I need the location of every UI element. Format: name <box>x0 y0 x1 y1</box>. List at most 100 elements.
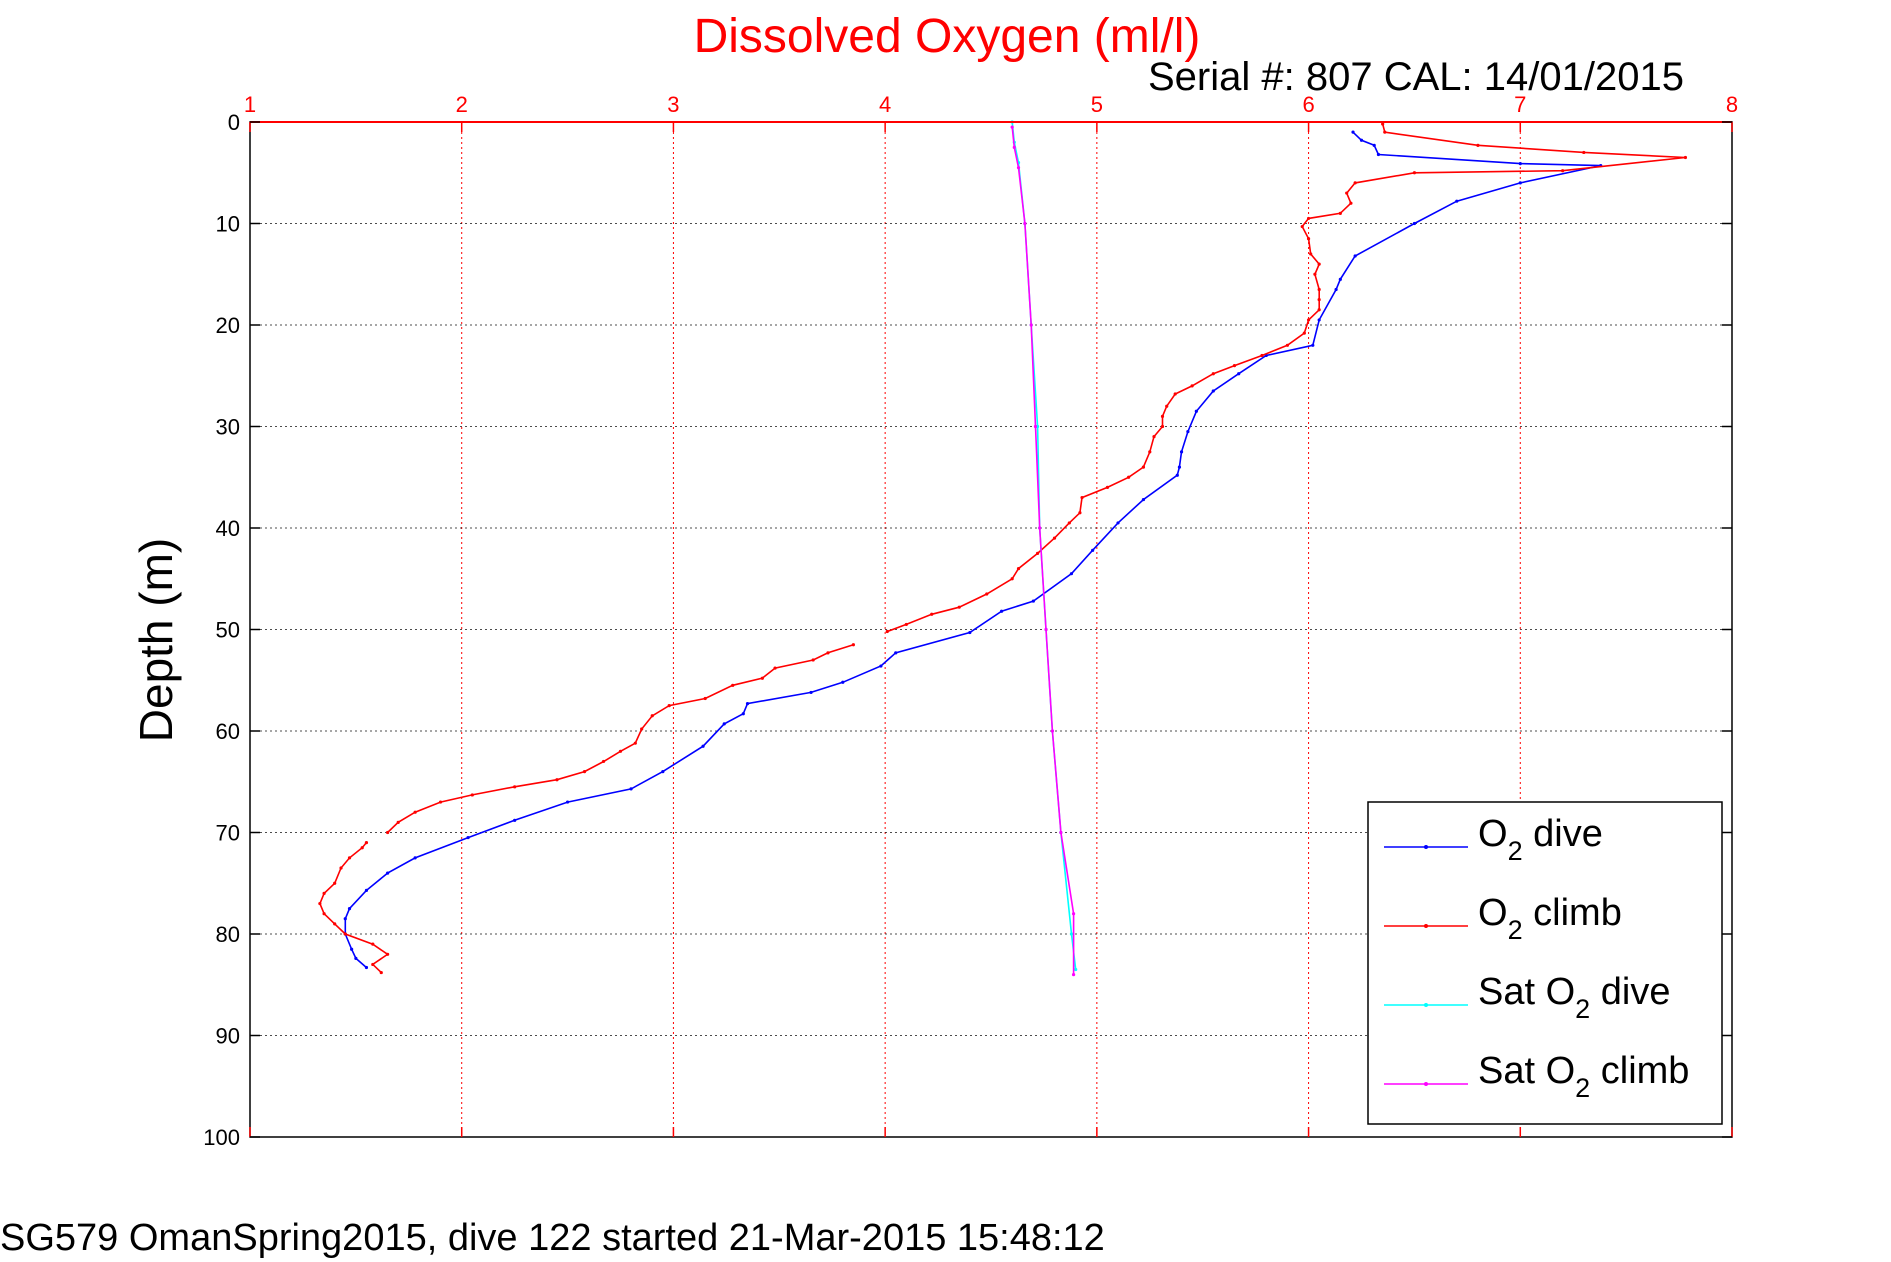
data-point <box>364 965 369 970</box>
data-point <box>371 942 375 946</box>
data-point <box>879 664 883 668</box>
data-point <box>1232 364 1237 368</box>
data-point <box>760 676 764 680</box>
data-point <box>731 683 735 687</box>
data-point <box>1383 130 1387 134</box>
data-point <box>811 658 815 662</box>
data-point <box>633 741 637 745</box>
data-point <box>343 932 347 936</box>
series-line <box>1011 121 1077 970</box>
data-point <box>513 818 517 822</box>
data-point <box>1173 392 1177 396</box>
data-point <box>650 714 654 718</box>
y-tick-label: 100 <box>203 1125 240 1150</box>
x-axis-ticks: 1 2 3 4 5 6 7 8 <box>244 92 1738 1137</box>
legend-item: Sat O2 dive <box>1384 971 1670 1024</box>
chart-footer: SG579 OmanSpring2015, dive 122 started 2… <box>0 1217 1105 1259</box>
data-point <box>1349 201 1353 205</box>
y-axis-ticks: 0 10 20 30 40 50 60 70 80 90 100 <box>203 110 1732 1150</box>
legend-label: Sat O2 dive <box>1478 971 1670 1024</box>
y-tick-label: 30 <box>216 415 240 440</box>
data-point <box>601 759 606 764</box>
data-point <box>1186 429 1190 434</box>
data-point <box>1683 155 1688 160</box>
data-point <box>618 749 623 753</box>
data-point <box>350 947 354 951</box>
data-point <box>1165 404 1169 408</box>
data-point <box>722 722 726 726</box>
data-point <box>1317 262 1321 266</box>
data-point <box>1071 912 1076 916</box>
legend: O2 dive O2 climb Sat O2 dive Sat O2 climb <box>1367 801 1723 1125</box>
data-point <box>1317 308 1321 312</box>
chart-title: Dissolved Oxygen (ml/l) <box>694 10 1201 63</box>
data-point <box>1148 450 1152 454</box>
data-point <box>957 605 961 609</box>
data-point <box>1152 435 1156 439</box>
legend-box <box>1367 801 1723 1125</box>
data-point <box>347 907 352 911</box>
data-point <box>1334 287 1338 292</box>
data-point <box>1372 143 1376 147</box>
data-point <box>360 846 364 850</box>
data-point <box>386 830 390 835</box>
data-point <box>1044 627 1048 632</box>
data-point <box>1071 973 1076 977</box>
data-point <box>968 630 972 635</box>
data-point <box>1177 465 1182 469</box>
data-point <box>1518 181 1522 185</box>
x-tick-label: 3 <box>667 92 679 117</box>
data-point <box>1412 221 1417 226</box>
data-point <box>1317 287 1321 292</box>
y-axis-label: Depth (m) <box>130 538 182 742</box>
data-point <box>466 835 470 840</box>
data-point <box>1023 221 1027 226</box>
data-point <box>1302 331 1306 335</box>
data-point <box>1141 465 1146 469</box>
x-tick-label: 2 <box>456 92 468 117</box>
data-point <box>904 622 908 627</box>
data-point <box>1029 323 1033 327</box>
y-tick-label: 20 <box>216 313 240 338</box>
data-point <box>555 778 559 782</box>
data-point <box>1141 497 1146 502</box>
data-point <box>1074 967 1078 972</box>
data-point <box>1010 125 1014 129</box>
data-point <box>318 901 322 906</box>
data-point <box>1338 277 1342 281</box>
data-point <box>1211 372 1215 376</box>
y-tick-label: 80 <box>216 922 240 947</box>
data-point <box>1313 272 1317 276</box>
data-point <box>1012 145 1016 149</box>
data-point <box>1518 162 1522 166</box>
data-point <box>1127 475 1131 479</box>
data-point <box>1353 181 1357 185</box>
data-point <box>1237 372 1241 376</box>
data-point <box>1091 548 1095 552</box>
data-point <box>364 841 369 845</box>
data-point <box>640 727 644 731</box>
data-point <box>1309 252 1313 256</box>
series-o2-climb <box>318 122 1688 975</box>
data-point <box>413 810 417 814</box>
chart-subtitle: Serial #: 807 CAL: 14/01/2015 <box>1148 55 1684 99</box>
x-tick-label: 5 <box>1091 92 1103 117</box>
data-point <box>1059 830 1063 835</box>
data-point <box>1353 254 1357 258</box>
y-tick-label: 70 <box>216 821 240 846</box>
data-point <box>1050 729 1054 733</box>
data-point <box>1069 572 1074 576</box>
legend-label: O2 dive <box>1478 813 1603 866</box>
data-point <box>1016 567 1021 571</box>
data-point <box>1190 384 1194 388</box>
data-point <box>1035 551 1040 555</box>
data-point <box>1306 318 1311 322</box>
data-point <box>1317 298 1321 302</box>
y-tick-label: 60 <box>216 719 240 744</box>
legend-item: Sat O2 climb <box>1384 1050 1689 1103</box>
data-point <box>1561 169 1565 173</box>
data-point <box>333 881 337 885</box>
data-point <box>1031 599 1035 603</box>
data-point <box>1306 237 1311 241</box>
data-point <box>1338 211 1342 215</box>
